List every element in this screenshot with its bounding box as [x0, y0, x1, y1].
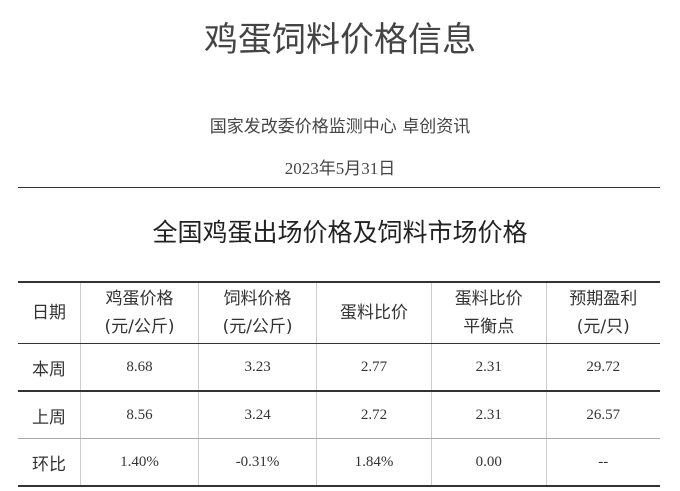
header-line: 日期	[32, 303, 66, 323]
cell: 8.68	[79, 343, 199, 392]
header-line: (元/只)	[576, 317, 630, 337]
title: 鸡蛋饲料价格信息	[204, 20, 476, 60]
row-label: 上周	[18, 391, 81, 439]
cell: -0.31%	[198, 438, 317, 486]
cell: 0.00	[430, 438, 547, 486]
table-row: 本周 8.68 3.23 2.77 2.31 29.72	[18, 343, 660, 392]
divider	[18, 187, 660, 188]
header-line: (元/公斤)	[104, 317, 175, 337]
cell: 8.56	[79, 391, 199, 439]
row-label: 本周	[18, 343, 81, 392]
header-line: 蛋料比价	[454, 289, 523, 309]
cell: 2.31	[430, 343, 547, 392]
header-line: 饲料价格	[223, 289, 292, 309]
column-header: 饲料价格 (元/公斤)	[198, 282, 317, 344]
header-line: 鸡蛋价格	[105, 289, 174, 309]
column-header: 日期	[18, 282, 81, 344]
column-header: 蛋料比价 平衡点	[430, 282, 547, 344]
column-header: 预期盈利 (元/只)	[545, 282, 660, 344]
table-row: 上周 8.56 3.24 2.72 2.31 26.57	[18, 391, 660, 439]
cell: 26.57	[545, 391, 660, 439]
cell: 1.84%	[316, 438, 432, 486]
price-table: 日期 鸡蛋价格 (元/公斤) 饲料价格 (元/公斤) 蛋料比价 蛋料比价 平衡点 预期盈利 (元/…	[18, 281, 660, 487]
cell: --	[545, 438, 660, 486]
column-header: 鸡蛋价格 (元/公斤)	[79, 282, 199, 344]
column-header: 蛋料比价	[316, 282, 432, 344]
cell: 3.23	[198, 343, 317, 392]
cell: 29.72	[545, 343, 660, 392]
table-title: 全国鸡蛋出场价格及饲料市场价格	[152, 218, 528, 247]
header-line: 蛋料比价	[339, 303, 408, 323]
cell: 2.31	[430, 391, 547, 439]
cell: 1.40%	[79, 438, 199, 486]
date: 2023年5月31日	[284, 159, 396, 178]
cell: 2.72	[316, 391, 432, 439]
header-line: (元/公斤)	[222, 317, 293, 337]
header-line: 预期盈利	[569, 289, 638, 309]
header-row: 日期 鸡蛋价格 (元/公斤) 饲料价格 (元/公斤) 蛋料比价 蛋料比价 平衡点 预期盈利 (元/…	[18, 282, 660, 344]
header-line: 平衡点	[463, 317, 515, 337]
source: 国家发改委价格监测中心 卓创资讯	[209, 117, 471, 137]
table-row: 环比 1.40% -0.31% 1.84% 0.00 --	[18, 438, 660, 486]
row-label: 环比	[32, 454, 66, 475]
cell: 2.77	[316, 343, 432, 392]
cell: 3.24	[198, 391, 317, 439]
